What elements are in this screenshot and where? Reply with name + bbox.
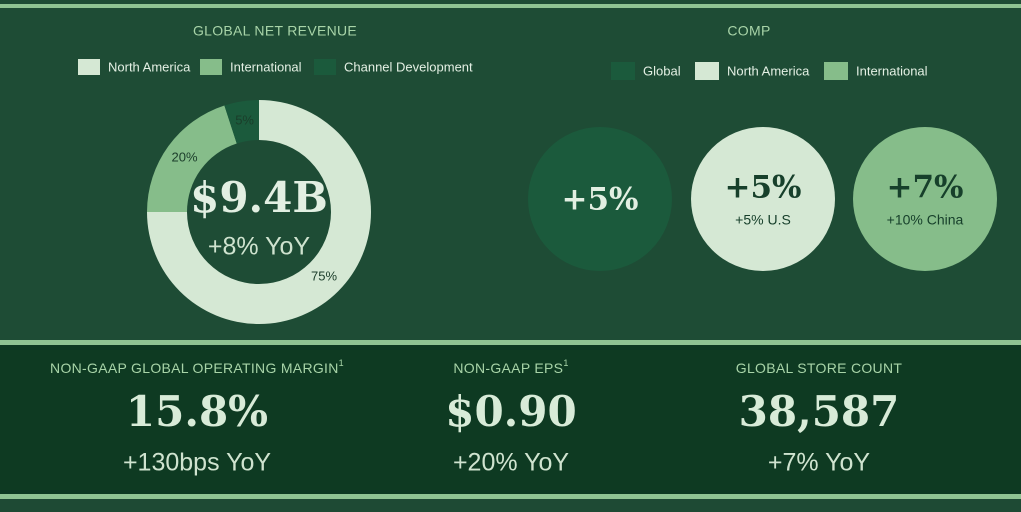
legend-label: North America xyxy=(727,63,810,78)
metric-title-text: NON-GAAP EPS xyxy=(453,360,563,376)
chart-title: GLOBAL NET REVENUE xyxy=(193,23,357,39)
legend-swatch xyxy=(695,62,719,80)
metric-title-text: NON-GAAP GLOBAL OPERATING MARGIN xyxy=(50,360,339,376)
divider xyxy=(0,494,1021,499)
legend-label: International xyxy=(856,63,928,78)
comp-circle xyxy=(853,127,997,271)
footnote-marker: 1 xyxy=(563,358,568,368)
legend-swatch xyxy=(314,59,336,75)
comp-circle xyxy=(528,127,672,271)
legend-label: Channel Development xyxy=(344,59,473,74)
data-label: 5% xyxy=(235,113,254,128)
comp-circle xyxy=(691,127,835,271)
comp-sublabel: +5% U.S xyxy=(735,212,791,228)
comp-title: COMP xyxy=(727,23,770,39)
metric-value: $0.90 xyxy=(445,387,577,436)
data-label: 20% xyxy=(172,149,198,164)
legend-swatch xyxy=(611,62,635,80)
legend-swatch xyxy=(78,59,100,75)
metric-title: GLOBAL STORE COUNT xyxy=(736,360,903,376)
metric-value: 38,587 xyxy=(739,387,900,436)
metric-value: 15.8% xyxy=(126,387,268,436)
footnote-marker: 1 xyxy=(339,358,344,368)
comp-sublabel: +10% China xyxy=(887,212,964,228)
comp-value: +7% xyxy=(886,170,963,206)
legend-swatch xyxy=(824,62,848,80)
legend-swatch xyxy=(200,59,222,75)
divider xyxy=(0,4,1021,8)
donut-segment xyxy=(224,100,259,144)
divider xyxy=(0,340,1021,345)
donut-segment xyxy=(147,100,371,324)
metric-change: +7% YoY xyxy=(768,449,871,477)
metric-title-text: GLOBAL STORE COUNT xyxy=(736,360,903,376)
center-value: $9.4B xyxy=(190,173,328,222)
center-change: +8% YoY xyxy=(208,233,311,261)
data-label: 75% xyxy=(311,268,337,283)
bottom-panel xyxy=(0,345,1021,495)
metric-title: NON-GAAP GLOBAL OPERATING MARGIN1 xyxy=(50,358,344,375)
donut-segment xyxy=(147,105,237,212)
comp-value: +5% xyxy=(561,182,638,218)
legend-label: North America xyxy=(108,59,191,74)
metric-change: +130bps YoY xyxy=(123,449,271,477)
metric-change: +20% YoY xyxy=(453,449,569,477)
legend-label: Global xyxy=(643,63,681,78)
metric-title: NON-GAAP EPS1 xyxy=(453,358,568,375)
comp-value: +5% xyxy=(724,170,801,206)
legend-label: International xyxy=(230,59,302,74)
